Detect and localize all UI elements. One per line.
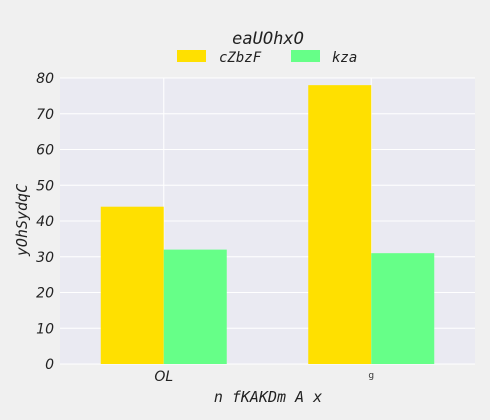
y-tick-label: 30	[36, 250, 54, 266]
bar-cZbzF-OL	[101, 207, 164, 364]
bar-cZbzF-g	[308, 85, 371, 364]
y-tick-label: 20	[36, 286, 54, 302]
y-tick-label: 60	[36, 143, 54, 159]
x-axis-label: n fKAKDm A x	[214, 388, 322, 406]
x-tick-labels: OL g	[154, 369, 374, 385]
y-tick-label: 80	[36, 71, 54, 87]
x-tick-label: OL	[154, 369, 173, 385]
y-tick-labels: 0 10 20 30 40 50 60 70 80	[36, 71, 54, 373]
bar-kza-g	[371, 253, 434, 364]
chart-title: eaUOhxO	[232, 29, 304, 49]
y-tick-label: 40	[36, 214, 54, 230]
legend: cZbzF kza	[177, 50, 357, 66]
legend-label-series-2: kza	[332, 50, 357, 66]
legend-swatch-series-2	[291, 50, 320, 62]
y-axis-label: yOhSydqC	[13, 184, 31, 257]
bar-kza-OL	[164, 250, 227, 364]
legend-swatch-series-1	[177, 50, 206, 62]
y-tick-label: 10	[36, 321, 54, 337]
y-tick-label: 0	[45, 357, 54, 373]
y-tick-label: 70	[36, 107, 54, 123]
x-tick-label: g	[368, 371, 374, 381]
legend-label-series-1: cZbzF	[219, 50, 262, 66]
y-tick-label: 50	[36, 178, 54, 194]
